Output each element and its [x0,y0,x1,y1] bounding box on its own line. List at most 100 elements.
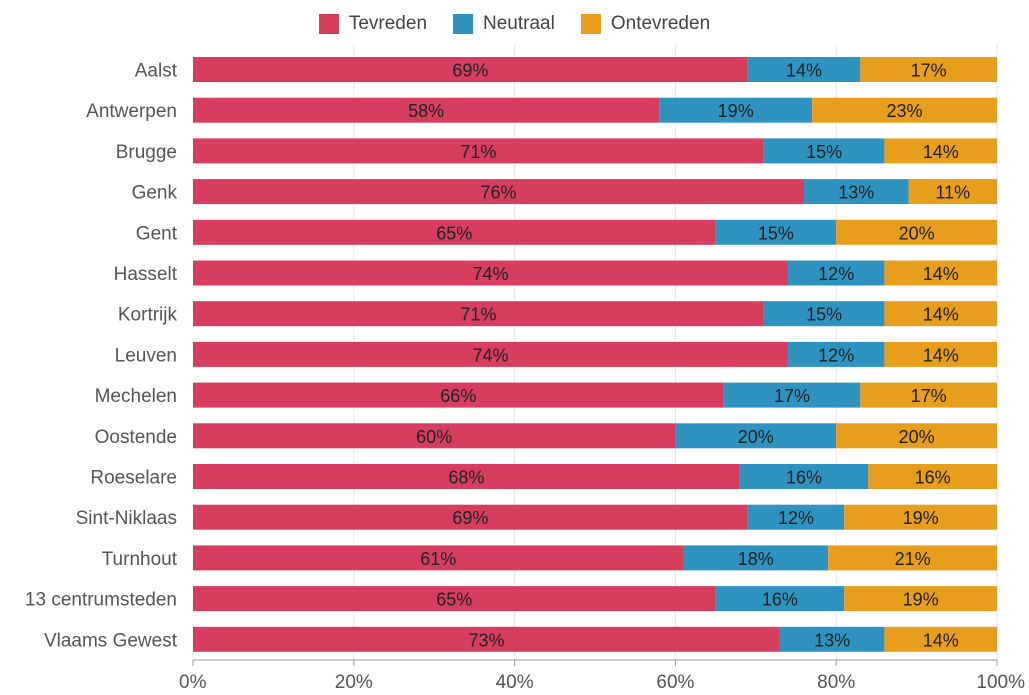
category-label: Sint-Niklaas [76,508,177,529]
category-label: Oostende [95,427,177,448]
data-label: 14% [786,61,822,81]
bar-segment-tevreden[interactable] [193,586,716,612]
bar-segment-ontevreden[interactable] [884,626,997,652]
category-label: Gent [136,223,178,244]
bar-segment-neutraal[interactable] [739,464,869,489]
bar-segment-tevreden[interactable] [193,301,764,327]
legend-label: Tevreden [348,13,428,34]
bar-segment-neutraal[interactable] [715,219,837,245]
bar-segment-ontevreden[interactable] [884,341,997,367]
bar-segment-neutraal[interactable] [675,423,837,449]
bar-segment-tevreden[interactable] [193,504,748,530]
data-label: 18% [738,549,774,569]
bar-segment-tevreden[interactable] [193,382,724,408]
x-tick-label: 60% [656,672,694,693]
data-label: 66% [440,386,476,406]
data-label: 17% [911,386,947,406]
legend-swatch [453,14,474,34]
bar-segment-tevreden[interactable] [193,626,780,652]
x-tick-label: 100% [976,672,1025,693]
bar-segment-ontevreden[interactable] [844,586,997,612]
bar-segment-neutraal[interactable] [683,545,829,571]
data-label: 14% [923,305,959,325]
bar-segment-ontevreden[interactable] [868,464,997,489]
category-label: Turnhout [102,549,178,570]
bar-segment-ontevreden[interactable] [836,219,997,245]
data-label: 23% [887,101,923,121]
bar-segment-tevreden[interactable] [193,57,748,82]
category-label: Genk [132,183,178,204]
bar-segment-neutraal[interactable] [779,626,885,652]
bar-segment-tevreden[interactable] [193,97,660,123]
data-label: 13% [814,630,850,650]
bar-segment-ontevreden[interactable] [844,504,997,530]
data-label: 71% [460,305,496,325]
data-label: 20% [899,223,935,243]
bar-segment-ontevreden[interactable] [812,97,997,123]
bar-segment-neutraal[interactable] [747,504,845,530]
bar-segment-ontevreden[interactable] [908,179,997,205]
data-label: 13% [838,183,874,203]
data-label: 76% [481,183,517,203]
bar-segment-tevreden[interactable] [193,138,764,164]
bar-segment-tevreden[interactable] [193,260,788,286]
bar-segment-ontevreden[interactable] [860,382,997,408]
bar-segment-neutraal[interactable] [787,341,885,367]
bar-segment-ontevreden[interactable] [860,57,997,82]
legend-swatch [580,14,601,34]
bar-segment-neutraal[interactable] [763,138,885,164]
data-label: 16% [762,590,798,610]
data-label: 14% [923,264,959,284]
data-label: 73% [468,630,504,650]
category-label: Kortrijk [118,305,178,326]
data-label: 20% [899,427,935,447]
data-label: 65% [436,223,472,243]
x-tick-label: 0% [179,672,207,693]
legend-item-ontevreden[interactable]: Ontevreden [580,13,711,35]
bar-segment-ontevreden[interactable] [884,301,997,327]
data-label: 60% [416,427,452,447]
data-label: 15% [806,142,842,162]
bar-segment-ontevreden[interactable] [828,545,997,571]
bar-segment-neutraal[interactable] [715,586,845,612]
data-label: 19% [903,508,939,528]
bar-segment-tevreden[interactable] [193,423,676,449]
data-label: 21% [895,549,931,569]
data-label: 15% [758,223,794,243]
bar-segment-neutraal[interactable] [747,57,861,82]
legend-item-tevreden[interactable]: Tevreden [318,13,428,35]
bar-segment-tevreden[interactable] [193,545,684,571]
bar-segment-tevreden[interactable] [193,464,740,489]
bar-segment-ontevreden[interactable] [836,423,997,449]
legend-item-neutraal[interactable]: Neutraal [453,13,555,35]
data-label: 74% [472,264,508,284]
x-tick-label: 40% [496,672,534,693]
category-label: Vlaams Gewest [44,630,178,651]
data-label: 14% [923,630,959,650]
bar-segment-ontevreden[interactable] [884,138,997,164]
legend: Tevreden Neutraal Ontevreden [0,10,1029,38]
bar-segment-neutraal[interactable] [787,260,885,286]
bar-segment-neutraal[interactable] [804,179,909,205]
data-label: 20% [738,427,774,447]
bar-segment-tevreden[interactable] [193,179,805,205]
data-label: 14% [923,142,959,162]
data-label: 65% [436,590,472,610]
data-label: 69% [452,508,488,528]
legend-label: Ontevreden [610,13,711,34]
data-label: 69% [452,61,488,81]
bar-segment-neutraal[interactable] [723,382,861,408]
bar-segment-neutraal[interactable] [659,97,813,123]
x-tick-label: 80% [817,672,855,693]
data-label: 19% [903,590,939,610]
data-label: 16% [915,468,951,488]
bar-segment-tevreden[interactable] [193,341,788,367]
bar-segment-tevreden[interactable] [193,219,716,245]
data-label: 12% [778,508,814,528]
data-label: 12% [818,345,854,365]
bar-segment-ontevreden[interactable] [884,260,997,286]
data-label: 61% [420,549,456,569]
category-label: Aalst [135,61,178,82]
bar-segment-neutraal[interactable] [763,301,885,327]
data-label: 14% [923,345,959,365]
